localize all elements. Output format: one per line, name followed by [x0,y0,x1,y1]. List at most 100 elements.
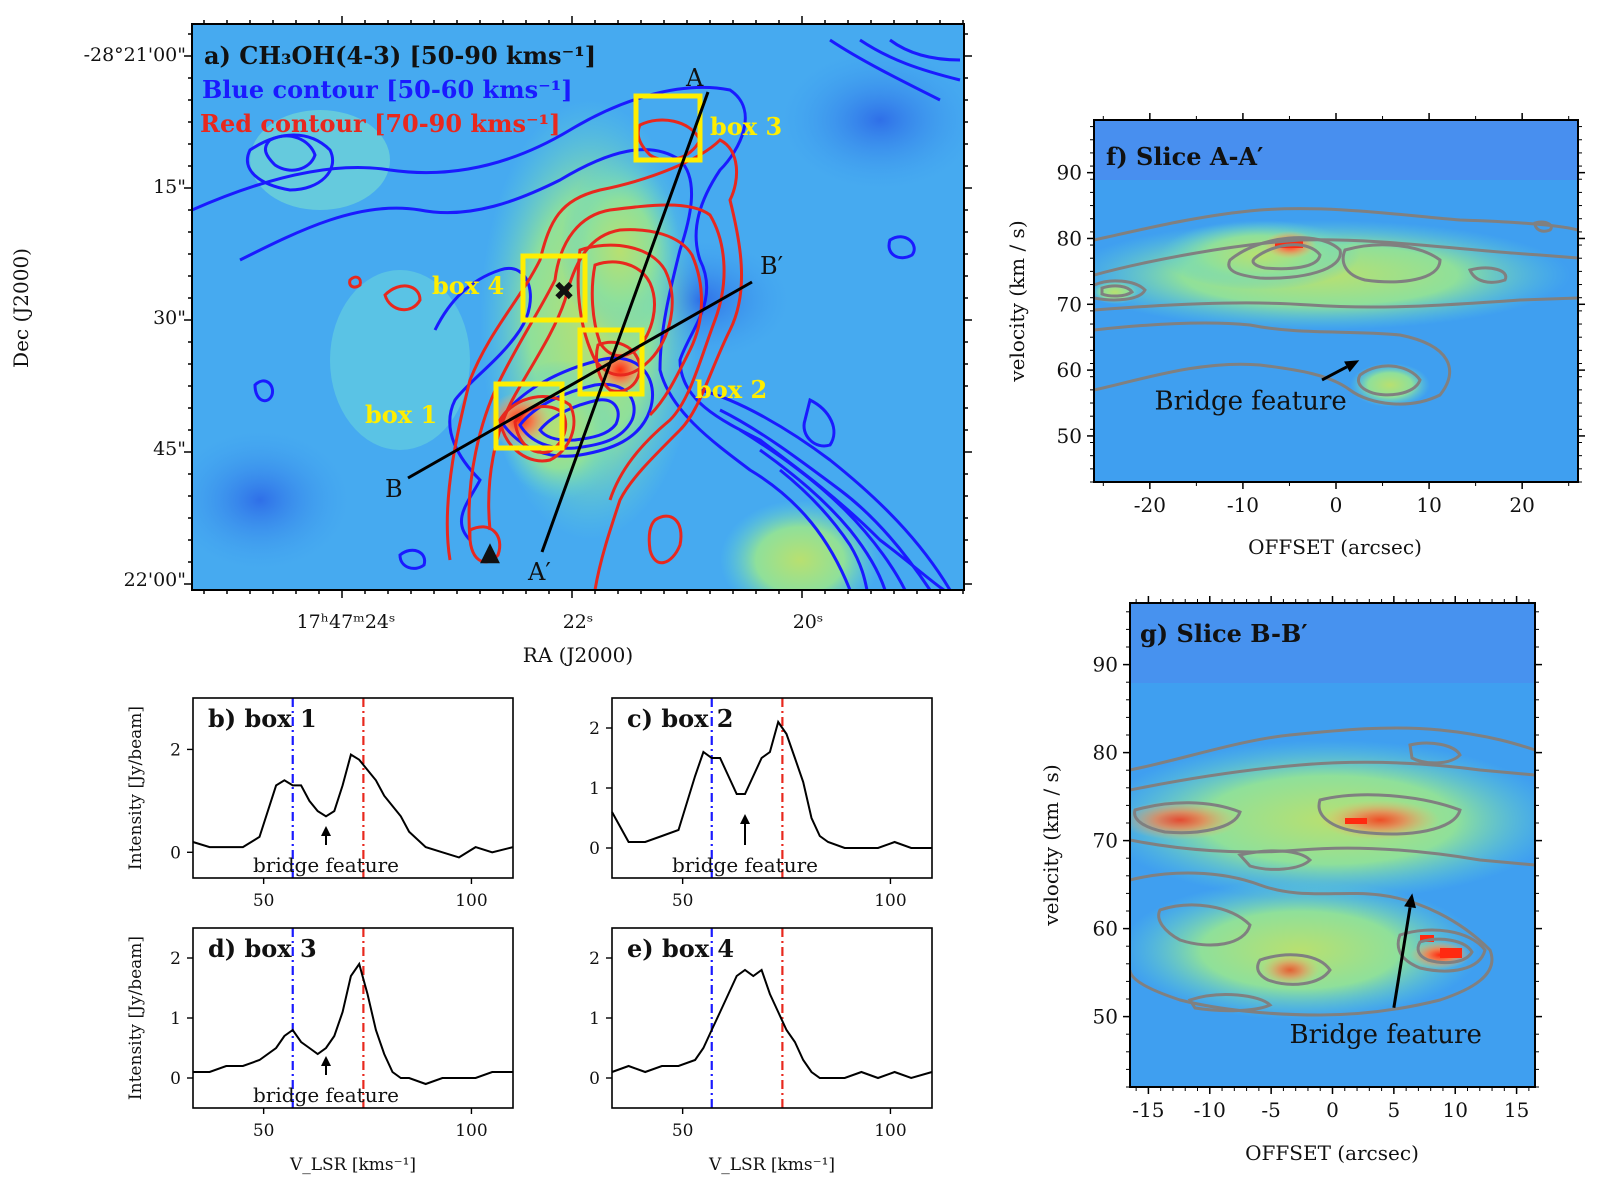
ytick-label: 60 [1057,358,1082,382]
slice-g-image [1130,603,1535,1087]
map-image: ✖ ▲ a) CH₃OH(4-3) [50-90 kms⁻¹] Blue con… [192,24,964,590]
ytick-label: 80 [1057,226,1082,250]
slice-g-xlabel: OFFSET (arcsec) [1245,1141,1419,1165]
xtick-label: -5 [1261,1098,1280,1122]
spectrum-ylabel: Intensity [Jy/beam] [126,706,146,870]
bridge-feature-arrowhead [320,1056,331,1066]
slice-f-xlabel: OFFSET (arcsec) [1248,535,1422,559]
slice-f-axes: -20 -10 0 10 20 50 60 70 80 90 [1057,113,1585,517]
slice-f-title: f) Slice A-A′ [1106,142,1263,171]
xtick-label: 100 [455,891,487,911]
slice-end-labels: A A′ B B′ [385,64,783,586]
ytick-label: 1 [589,1009,600,1029]
box-2-region [577,327,645,397]
label-b-prime: B′ [760,252,783,280]
xtick-label: 10 [1416,493,1441,517]
ytick-label: 1 [170,1009,181,1029]
spectrum-ylabel: Intensity [Jy/beam] [126,936,146,1100]
spectrum-panel: 50 100 0 2 b) box 1 bridge feature Intensity [… [126,697,514,911]
ytick-label: 80 [1093,741,1118,765]
ytick-label: 2 [170,949,181,969]
spectrum-panel: 50 100 0 1 2 c) box 2 bridge feature [589,697,933,911]
ytick-label: -28°21'00" [84,44,186,66]
ytick-label: 22'00" [124,569,186,591]
spectrum-panel: 50 100 0 1 2 d) box 3 bridge feature Intensity … [126,927,514,1175]
map-ylabel: Dec (J2000) [9,248,33,368]
map-ticks [184,16,972,598]
xtick-label: 50 [672,1121,694,1141]
ytick-label: 0 [589,839,600,859]
cross-marker: ✖ [553,277,575,307]
slice-g-contours [1130,726,1535,1017]
xtick-label: 5 [1387,1098,1400,1122]
box-1-region [493,381,565,451]
slice-f-panel: -20 -10 0 10 20 50 60 70 80 90 f) Slice A-A′ Brid… [1005,113,1585,559]
slice-a-line [540,91,710,553]
spectrum-line [192,753,514,859]
ytick-label: 90 [1057,161,1082,185]
map-xticklabels: 17ʰ47ᵐ24ˢ 22ˢ 20ˢ [297,611,824,633]
spectrum-line [193,961,513,1086]
slice-f-ylabel: velocity (km / s) [1005,220,1029,382]
xtick-label: 50 [253,1121,275,1141]
slice-g-arrow [1392,906,1412,1009]
spectrum-frame [192,697,514,879]
map-panel: ✖ ▲ a) CH₃OH(4-3) [50-90 kms⁻¹] Blue con… [9,16,972,667]
slice-g-annotation: Bridge feature [1290,1020,1482,1050]
slice-b-line [407,280,753,480]
spectrum-line [611,968,933,1080]
ytick-label: 15" [153,176,186,198]
label-a: A [685,64,704,92]
map-title: a) CH₃OH(4-3) [50-90 kms⁻¹] [204,41,596,70]
xtick-label: 0 [1326,1098,1339,1122]
box-labels: box 1 box 2 box 3 box 4 [365,112,782,429]
ytick-label: 0 [170,1069,181,1089]
spectrum-title: b) box 1 [208,704,317,733]
bridge-feature-label: bridge feature [253,1083,399,1107]
boxes [493,93,703,451]
blue-contour-label: Blue contour [50-60 kms⁻¹] [202,75,573,104]
ytick-label: 60 [1093,917,1118,941]
ytick-label: 2 [170,740,181,760]
xtick-label: -10 [1194,1098,1226,1122]
spectrum-title: c) box 2 [627,704,733,733]
xtick-label: 15 [1504,1098,1529,1122]
xtick-label: 17ʰ47ᵐ24ˢ [297,611,396,633]
box-3-label: box 3 [710,112,782,141]
box-1-label: box 1 [365,400,437,429]
slice-g-title: g) Slice B-B′ [1140,619,1308,648]
box-3-region [633,93,703,163]
xtick-label: 100 [455,1121,487,1141]
xtick-label: 100 [874,1121,906,1141]
slice-f-contours [1094,207,1578,406]
box-2-label: box 2 [695,375,767,404]
spectrum-line [611,719,932,849]
triangle-marker: ▲ [480,537,500,567]
xtick-label: 10 [1443,1098,1468,1122]
xtick-label: -20 [1134,493,1166,517]
slice-g-panel: -15 -10 -5 0 5 10 15 50 60 70 80 90 g) Slice B-B′ B… [1039,596,1542,1165]
slice-lines [407,91,753,553]
slice-f-annotation: Bridge feature [1155,387,1347,417]
slice-f-arrowhead [1344,360,1360,373]
ytick-label: 1 [589,779,600,799]
map-xlabel: RA (J2000) [523,643,633,667]
spectrum-xlabel: V_LSR [kms⁻¹] [289,1155,416,1175]
bridge-feature-label: bridge feature [672,853,818,877]
xtick-label: 50 [672,891,694,911]
slice-g-ylabel: velocity (km / s) [1039,764,1063,926]
ytick-label: 2 [589,719,600,739]
xtick-label: 22ˢ [563,611,594,633]
spectrum-title: e) box 4 [627,934,734,963]
xtick-label: 20 [1509,493,1534,517]
ytick-label: 0 [589,1069,600,1089]
label-a-prime: A′ [527,558,551,586]
ytick-label: 0 [170,843,181,863]
box-4-label: box 4 [432,271,504,300]
xtick-label: -10 [1227,493,1259,517]
slice-g-arrowhead [1404,893,1416,909]
label-b: B [385,475,403,503]
blue-contours [192,38,961,590]
xtick-label: 20ˢ [793,611,824,633]
